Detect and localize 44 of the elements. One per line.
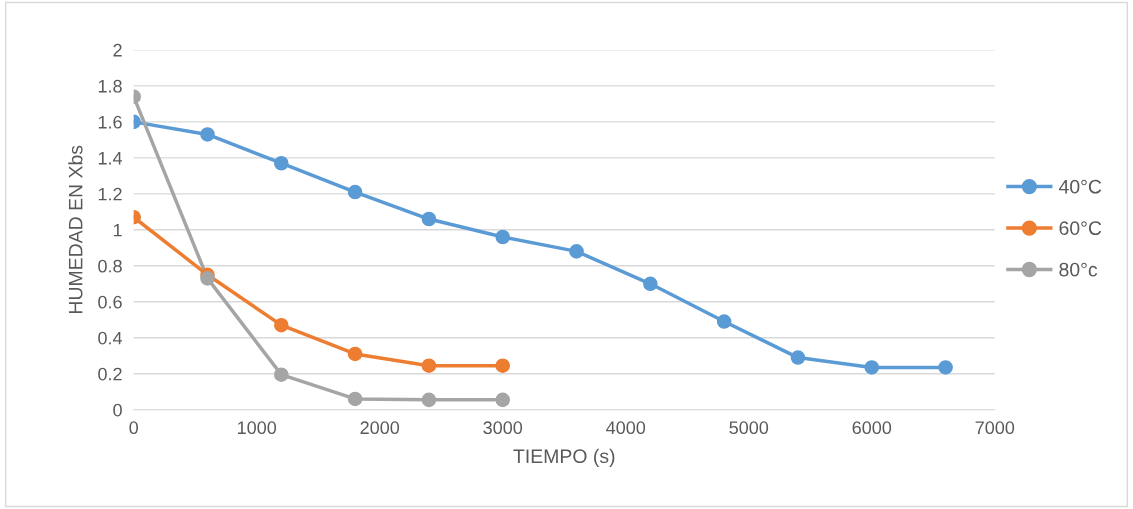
point bbox=[421, 358, 437, 373]
point bbox=[790, 350, 806, 365]
x-tick-label: 3000 bbox=[483, 421, 523, 435]
point bbox=[643, 276, 658, 292]
x-axis-title: TIEMPO (s) bbox=[513, 448, 615, 467]
x-tick-label: 6000 bbox=[852, 421, 892, 435]
point bbox=[347, 184, 363, 200]
point bbox=[200, 127, 215, 142]
point bbox=[421, 211, 437, 227]
y-axis-title: HUMEDAD EN Xbs bbox=[68, 145, 83, 314]
legend-label: 80°c bbox=[1059, 262, 1098, 277]
y-tick-label: 1 bbox=[113, 223, 122, 237]
y-tick-label: 1.6 bbox=[98, 115, 122, 129]
point bbox=[274, 317, 289, 333]
point bbox=[864, 360, 880, 375]
legend-label: 60°C bbox=[1059, 221, 1102, 236]
x-tick-label: 7000 bbox=[975, 421, 1015, 435]
y-tick-label: 1.4 bbox=[98, 151, 123, 165]
point bbox=[347, 346, 363, 362]
y-tick-label: 0.2 bbox=[98, 367, 122, 381]
y-tick-label: 1.8 bbox=[98, 79, 122, 93]
y-tick-label: 2 bbox=[113, 43, 122, 57]
point bbox=[495, 392, 511, 408]
point bbox=[938, 360, 953, 375]
point bbox=[495, 358, 511, 373]
legend-label: 40°C bbox=[1058, 179, 1102, 194]
point bbox=[347, 391, 363, 407]
point bbox=[569, 244, 584, 259]
point bbox=[716, 314, 732, 329]
point bbox=[495, 229, 511, 245]
y-tick-label: 0 bbox=[113, 403, 122, 417]
x-tick-label: 2000 bbox=[360, 421, 400, 435]
x-tick-label: 5000 bbox=[729, 421, 769, 435]
point bbox=[421, 392, 437, 408]
x-tick-label: 4000 bbox=[606, 421, 646, 435]
y-tick-label: 0.4 bbox=[98, 331, 123, 345]
y-tick-label: 0.8 bbox=[98, 259, 122, 273]
point bbox=[274, 367, 289, 382]
x-tick-label: 0 bbox=[129, 421, 139, 435]
y-tick-label: 1.2 bbox=[98, 187, 122, 201]
x-tick-label: 1000 bbox=[238, 421, 277, 435]
point bbox=[200, 271, 215, 286]
point bbox=[274, 155, 289, 171]
y-tick-label: 0.6 bbox=[98, 295, 122, 309]
